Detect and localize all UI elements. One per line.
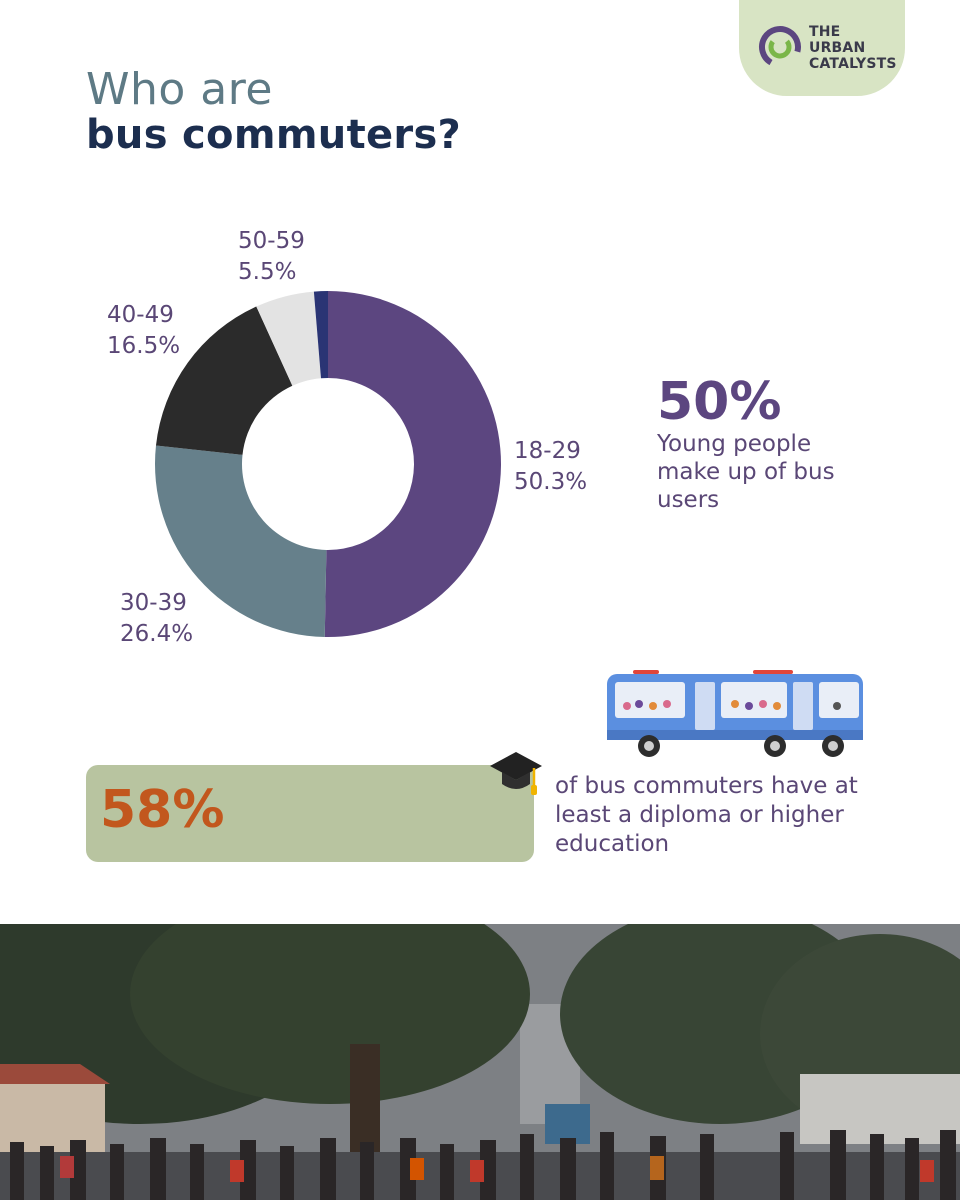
- slice-label-40-49: 40-49 16.5%: [107, 300, 180, 362]
- page-title-line-1: Who are: [86, 64, 273, 115]
- street-crowd-photo: [0, 924, 960, 1200]
- logo-wordmark: THE URBAN CATALYSTS: [809, 24, 897, 72]
- slice-label-50-59-value: 5.5%: [238, 259, 297, 285]
- slice-label-18-29: 18-29 50.3%: [514, 436, 587, 498]
- bus-illustration-icon: [607, 670, 863, 757]
- slice-label-30-39: 30-39 26.4%: [120, 588, 193, 650]
- slice-label-50-59: 50-59 5.5%: [238, 226, 305, 288]
- slice-label-40-49-name: 40-49: [107, 302, 174, 328]
- slice-label-40-49-value: 16.5%: [107, 333, 181, 359]
- logo-line-1: THE: [809, 24, 841, 40]
- education-stat-value: 58%: [100, 780, 225, 840]
- street-crowd-scene: [0, 924, 960, 1200]
- slice-label-30-39-value: 26.4%: [120, 621, 194, 647]
- logo-badge: THE URBAN CATALYSTS: [739, 0, 905, 96]
- donut-slice-other-4: [313, 291, 328, 379]
- logo-line-2: URBAN: [809, 40, 866, 56]
- urban-catalysts-logo-icon: [759, 26, 801, 68]
- young-people-stat-value: 50%: [657, 372, 782, 432]
- slice-label-30-39-name: 30-39: [120, 590, 187, 616]
- young-people-stat-description: Young people make up of bus users: [657, 431, 835, 513]
- donut-slice-18-29: [324, 291, 502, 637]
- education-stat-bar: [86, 765, 534, 862]
- slice-label-18-29-value: 50.3%: [514, 469, 588, 495]
- donut-slice-50-59: [256, 291, 321, 386]
- education-stat-description: of bus commuters have at least a diploma…: [555, 773, 858, 857]
- page-title-line-2: bus commuters?: [86, 112, 462, 158]
- slice-label-50-59-name: 50-59: [238, 228, 305, 254]
- logo-line-3: CATALYSTS: [809, 56, 897, 72]
- graduation-cap-icon: [490, 752, 542, 795]
- slice-label-18-29-name: 18-29: [514, 438, 581, 464]
